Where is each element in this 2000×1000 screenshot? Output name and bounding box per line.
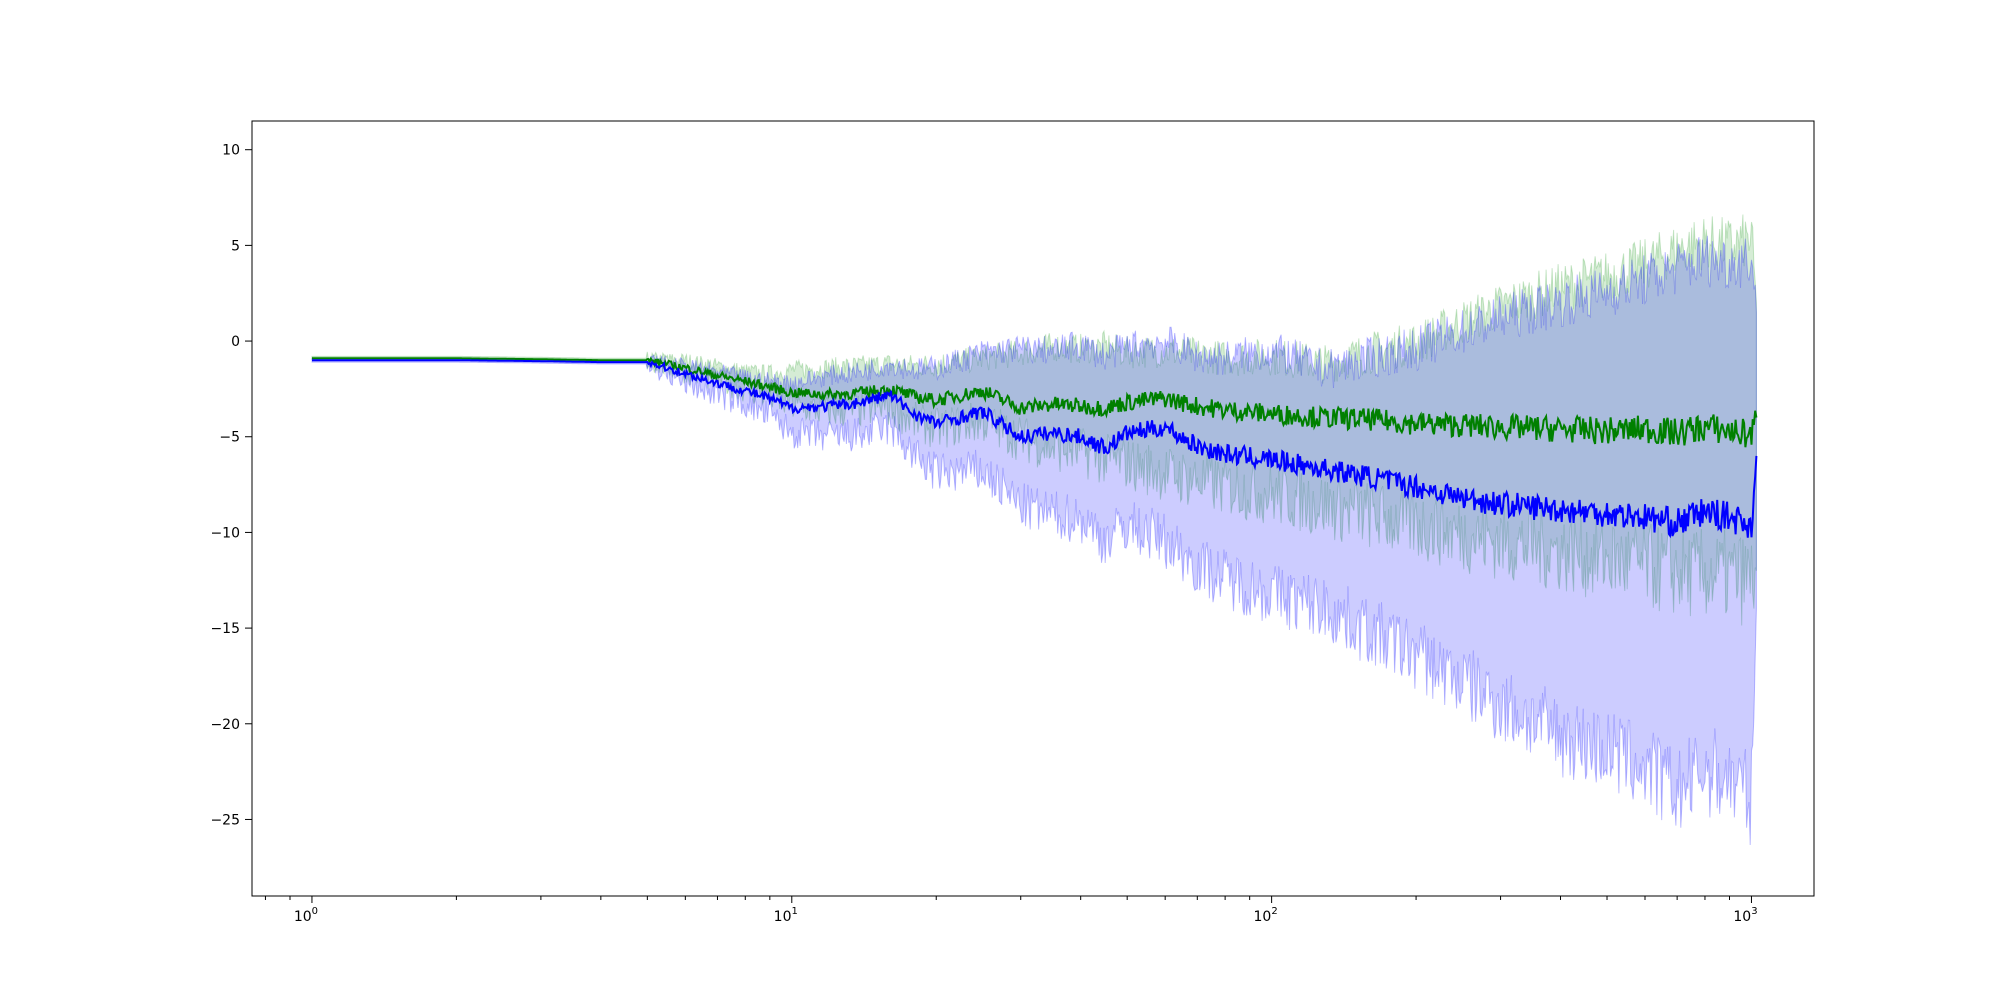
y-tick-label: 5 <box>231 238 240 254</box>
x-axis: 100 101 102 103 <box>264 896 1758 925</box>
series-lines <box>312 356 1758 539</box>
line-series-2 <box>312 359 1758 539</box>
y-tick-label: −10 <box>210 525 240 541</box>
x-tick-label: 101 <box>774 906 798 925</box>
y-tick-label: −15 <box>210 621 240 637</box>
x-tick-label: 103 <box>1733 906 1757 925</box>
y-tick-label: −5 <box>219 430 240 446</box>
y-tick-label: −20 <box>210 717 240 733</box>
y-tick-label: 10 <box>222 143 240 159</box>
y-tick-label: −25 <box>210 812 240 828</box>
x-tick-label: 102 <box>1254 906 1278 925</box>
line-series-1 <box>312 356 1758 448</box>
axes-frame <box>251 120 1815 897</box>
band-series-1 <box>311 214 1757 626</box>
band-series-2 <box>311 235 1757 846</box>
x-tick-label: 100 <box>294 906 318 925</box>
y-tick-label: 0 <box>231 334 240 350</box>
confidence-bands <box>311 214 1757 846</box>
y-axis: 10 5 0 −5 −10 −15 −20 −25 <box>210 143 252 828</box>
